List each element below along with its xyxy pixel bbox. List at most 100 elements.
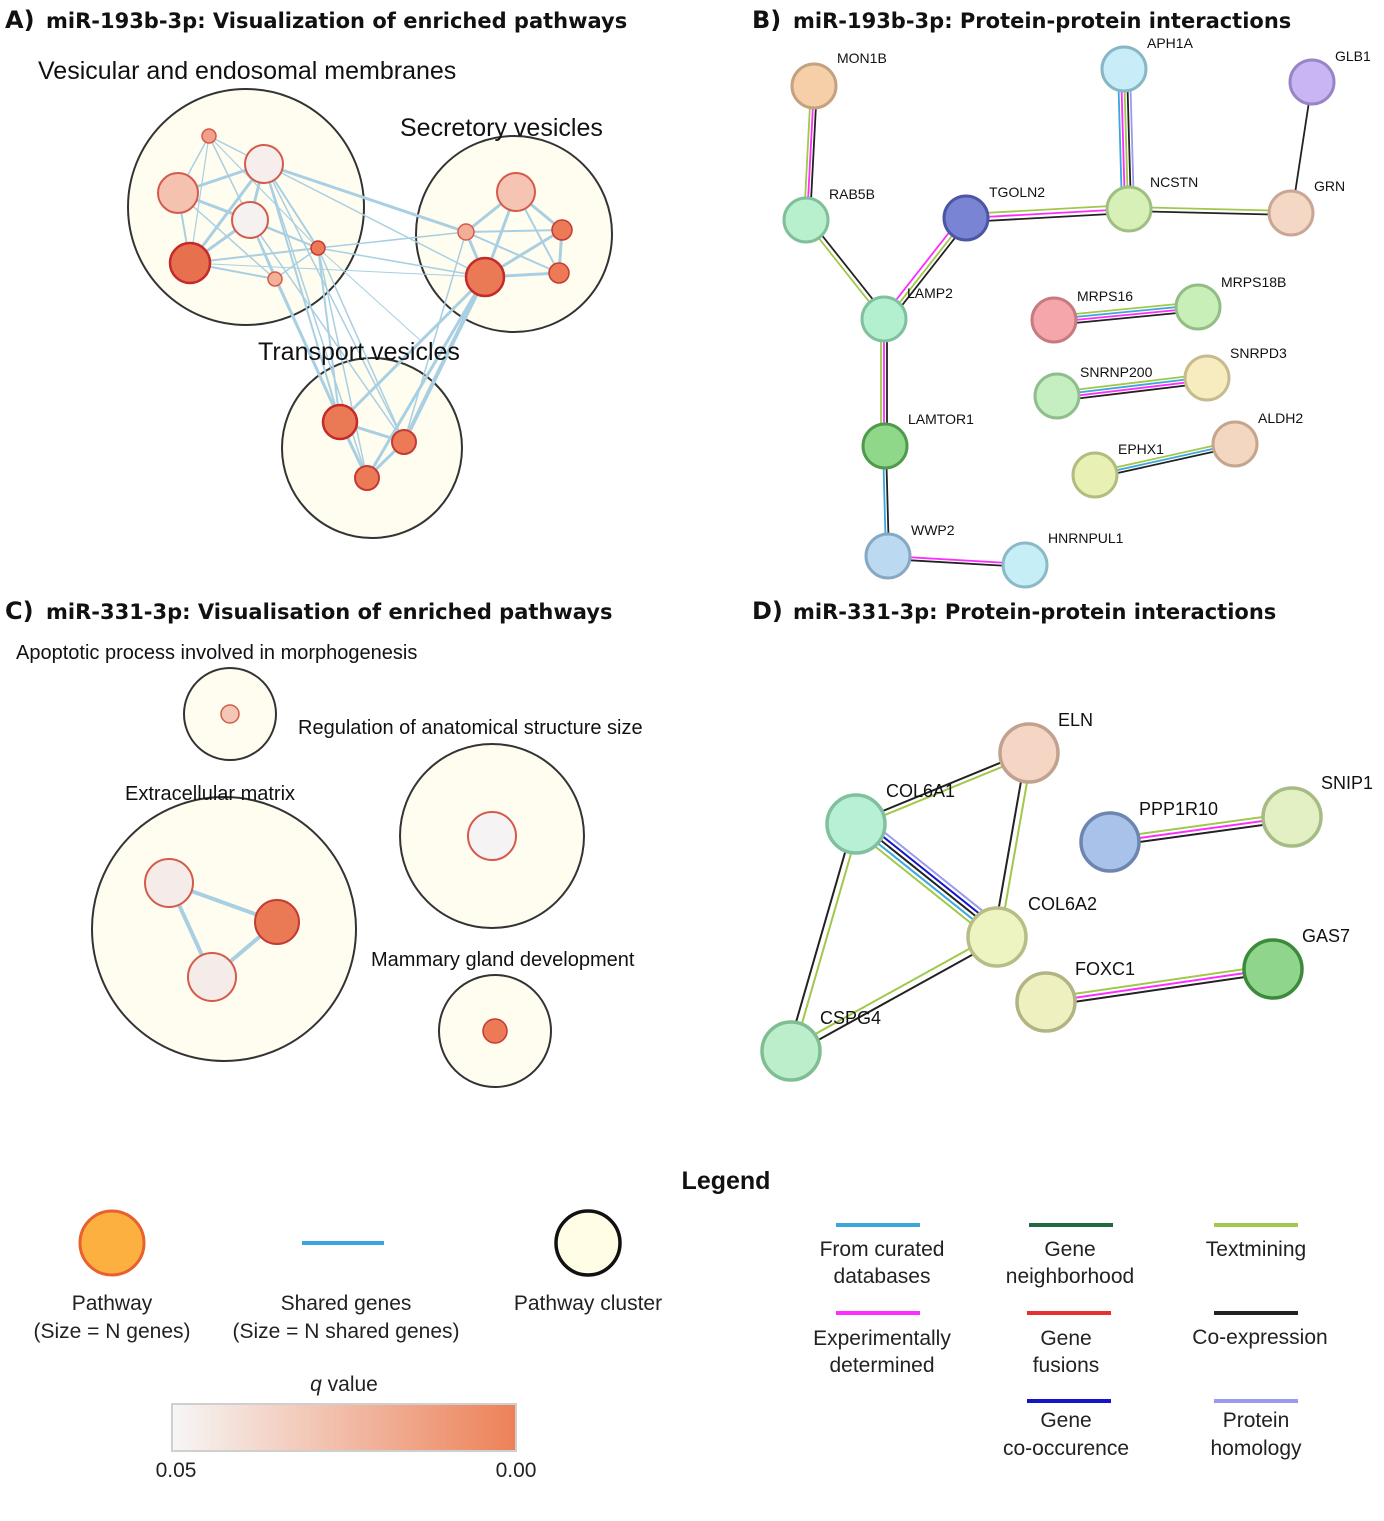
protein-node-grn — [1267, 189, 1315, 237]
panel-b: B) miR-193b-3p: Protein-protein interact… — [752, 6, 1371, 589]
legend-pathway-swatch — [78, 1209, 146, 1277]
legend-edge-fusions-label: Gene — [1040, 1327, 1091, 1350]
shared-edge — [317, 247, 368, 479]
legend-q-label: value — [322, 1373, 378, 1396]
protein-node-ppp1r10 — [1079, 811, 1141, 873]
protein-node-ncstn — [1105, 185, 1153, 233]
protein-label-col6a1: COL6A1 — [886, 781, 955, 801]
protein-label-lamtor1: LAMTOR1 — [908, 411, 974, 427]
protein-label-glb1: GLB1 — [1335, 48, 1371, 64]
protein-label-gas7: GAS7 — [1302, 926, 1350, 946]
edge-coexpression — [1128, 210, 1292, 216]
protein-label-mrps18b: MRPS18B — [1221, 274, 1286, 290]
edge-coexpression — [993, 752, 1027, 936]
pathway-nodes-a — [157, 128, 573, 491]
panel-d-letter: D) — [752, 597, 783, 625]
legend-edge-curated-label: From curated — [820, 1238, 945, 1261]
pathway-node — [168, 241, 212, 285]
legend-cluster-swatch — [554, 1209, 622, 1277]
protein-node-ephx1 — [1071, 451, 1119, 499]
edge-textmining — [999, 753, 1033, 937]
protein-node-col6a1 — [825, 793, 887, 855]
protein-node-mrps18b — [1174, 283, 1222, 331]
panel-a-letter: A) — [5, 6, 35, 34]
legend-edge-neighborhood-label: Gene — [1044, 1238, 1095, 1261]
protein-label-ephx1: EPHX1 — [1118, 441, 1164, 457]
protein-node-eln — [998, 722, 1060, 784]
edge-coexpression — [965, 212, 1130, 223]
edge-curated — [1056, 376, 1208, 396]
protein-node-lamp2 — [860, 295, 908, 343]
panel-d: D) miR-331-3p: Protein-protein interacti… — [752, 597, 1373, 1082]
cluster-secretory-vesicles — [415, 135, 613, 333]
panel-b-letter: B) — [752, 6, 781, 34]
legend-edge-fusions-sublabel: fusions — [1033, 1354, 1100, 1377]
protein-node-wwp2 — [864, 532, 912, 580]
pathway-node — [267, 271, 283, 287]
protein-labels-d: ELN COL6A1 PPP1R10 SNIP1 COL6A2 GAS7 FOX… — [820, 710, 1373, 1028]
pathway-node — [157, 172, 199, 214]
protein-node-hnrnpul1 — [1001, 541, 1049, 589]
cluster-label-extracellular-matrix: Extracellular matrix — [125, 783, 295, 805]
legend-edge-coexpression-label: Co-expression — [1192, 1326, 1327, 1349]
pathway-node — [548, 262, 570, 284]
legend-pathway-label: Pathway — [72, 1292, 153, 1315]
shared-edge — [249, 219, 405, 443]
cluster-label-vesicular-endosomal: Vesicular and endosomal membranes — [38, 57, 456, 85]
shared-edge — [274, 247, 319, 280]
legend-edge-homology-sublabel: homology — [1210, 1437, 1302, 1460]
protein-node-rab5b — [782, 196, 830, 244]
shared-edge — [263, 162, 467, 234]
protein-node-aldh2 — [1211, 420, 1259, 468]
legend: Legend Pathway (Size = N genes) Shared g… — [34, 1167, 1328, 1482]
shared-edge — [402, 276, 487, 443]
protein-node-gas7 — [1242, 938, 1304, 1000]
edge-coexpression — [1045, 972, 1274, 1007]
cluster-label-transport-vesicles: Transport vesicles — [258, 338, 460, 366]
legend-edge-curated-sublabel: databases — [834, 1265, 931, 1288]
edge-coexpression — [787, 824, 854, 1051]
panel-c-letter: C) — [5, 597, 34, 625]
legend-q-min: 0.05 — [156, 1459, 197, 1482]
protein-label-lamp2: LAMP2 — [907, 285, 953, 301]
cluster-extracellular-matrix — [91, 796, 357, 1062]
panel-d-title: miR-331-3p: Protein-protein interactions — [793, 600, 1276, 624]
legend-edge-experimental-sublabel: determined — [829, 1354, 934, 1377]
legend-q-symbol: q — [310, 1373, 322, 1396]
protein-node-lamtor1 — [861, 422, 909, 470]
panel-b-title: miR-193b-3p: Protein-protein interaction… — [793, 9, 1291, 33]
protein-label-mrps16: MRPS16 — [1077, 288, 1133, 304]
protein-node-glb1 — [1288, 58, 1336, 106]
edge-curated — [1053, 304, 1199, 320]
cluster-label-secretory-vesicles: Secretory vesicles — [400, 114, 603, 142]
pathway-node — [254, 899, 300, 945]
protein-label-wwp2: WWP2 — [911, 522, 955, 538]
legend-q-gradient — [171, 1403, 517, 1452]
shared-edge — [317, 231, 467, 249]
shared-edge — [263, 163, 405, 443]
legend-q-value-title: q value — [310, 1373, 378, 1396]
edge-experimental — [1045, 968, 1274, 1003]
pathway-node — [391, 429, 417, 455]
protein-label-snip1: SNIP1 — [1321, 773, 1373, 793]
shared-edge — [208, 135, 319, 249]
pathway-node — [321, 403, 359, 441]
legend-edge-types: From curated databases Gene neighborhood… — [813, 1223, 1328, 1460]
edge-experimental — [965, 208, 1130, 219]
legend-edge-neighborhood-sublabel: neighborhood — [1006, 1265, 1134, 1288]
edge-textmining — [1056, 373, 1208, 393]
legend-edge-textmining-label: Textmining — [1206, 1238, 1306, 1261]
pathway-node — [201, 128, 217, 144]
protein-label-rab5b: RAB5B — [829, 186, 875, 202]
protein-label-snrpd3: SNRPD3 — [1230, 345, 1287, 361]
protein-label-eln: ELN — [1058, 710, 1093, 730]
cluster-label-mammary-gland: Mammary gland development — [371, 949, 635, 971]
pathway-node — [464, 256, 506, 298]
protein-label-hnrnpul1: HNRNPUL1 — [1048, 530, 1124, 546]
legend-pathway-sublabel: (Size = N genes) — [34, 1320, 191, 1343]
shared-edge — [465, 231, 560, 274]
edge-experimental — [1056, 379, 1208, 399]
protein-node-foxc1 — [1015, 971, 1077, 1033]
edge-cooccurence — [860, 818, 1002, 932]
